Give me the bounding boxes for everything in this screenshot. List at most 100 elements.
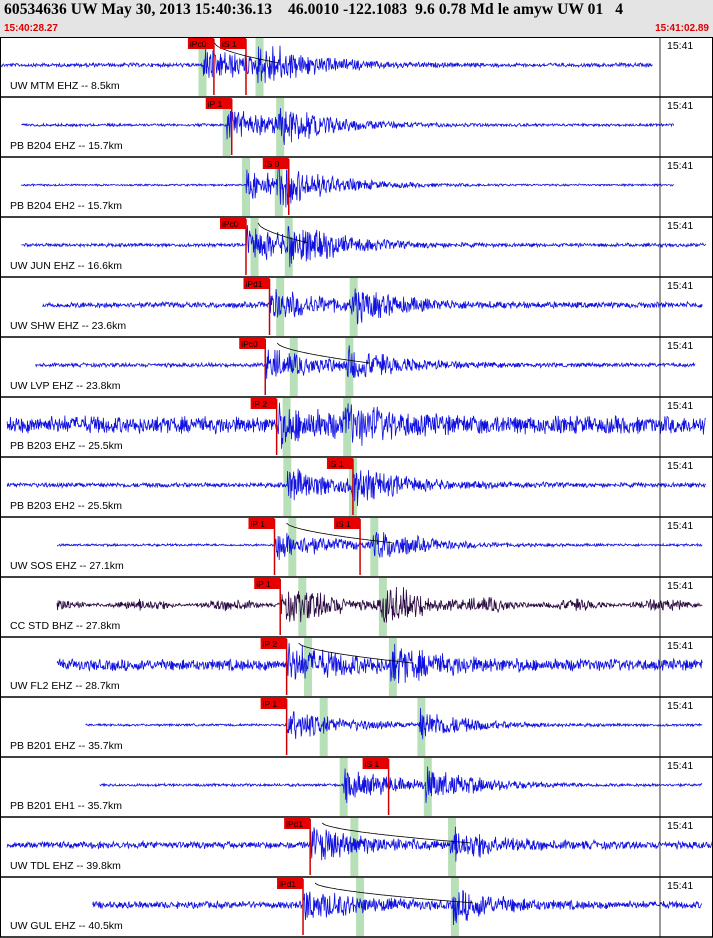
time-label: 15:41: [667, 100, 693, 112]
time-label: 15:41: [667, 520, 693, 532]
p-window: [356, 878, 365, 936]
pick-label: iS 0: [265, 159, 280, 169]
time-label: 15:41: [667, 700, 693, 712]
pick-box[interactable]: [248, 518, 275, 529]
pick-box[interactable]: [219, 38, 246, 49]
waveform: [92, 890, 703, 926]
trace-panel[interactable]: iP 1 PB B204 EHZ -- 15.7km 15:41: [0, 97, 713, 158]
p-window: [298, 578, 307, 636]
station-label: PB B201 EH1 -- 35.7km: [10, 800, 122, 812]
station-label: PB B203 EH2 -- 25.5km: [10, 500, 122, 512]
pick-box[interactable]: [250, 398, 277, 409]
coda-curve: [314, 882, 474, 904]
pick-box[interactable]: [243, 278, 270, 289]
waveform: [21, 225, 706, 268]
waveform: [6, 468, 706, 507]
s-window: [343, 398, 352, 456]
trace-panel[interactable]: iPc0 UW JUN EHZ -- 16.6km 15:41: [0, 217, 713, 278]
waveform: [42, 288, 703, 325]
waveform: [6, 402, 706, 449]
station-label: PB B204 EHZ -- 15.7km: [10, 140, 123, 152]
pick-box[interactable]: [326, 458, 353, 469]
pick-label: iPc0: [222, 219, 239, 229]
waveform: [6, 826, 713, 862]
waveform: [85, 707, 703, 740]
pick-box[interactable]: [219, 218, 246, 229]
pick-box[interactable]: [205, 98, 232, 109]
waveform: [99, 766, 703, 804]
pick-box[interactable]: [260, 698, 287, 709]
s-window: [274, 158, 283, 216]
pick-label: iPd1: [246, 279, 263, 289]
station-label: PB B201 EHZ -- 35.7km: [10, 740, 123, 752]
pick-label: iPd1: [286, 819, 303, 829]
pick-box[interactable]: [239, 338, 266, 349]
trace-panel[interactable]: iS 1 PB B201 EH1 -- 35.7km 15:41: [0, 757, 713, 818]
p-window: [276, 278, 285, 336]
trace-panel[interactable]: iP 1 CC STD BHZ -- 27.8km 15:41: [0, 577, 713, 638]
end-time: 15:41:02.89: [655, 23, 709, 34]
pick-label: iP 1: [251, 519, 266, 529]
pick-box[interactable]: [187, 38, 214, 49]
station-label: UW FL2 EHZ -- 28.7km: [10, 680, 120, 692]
pick-label: iS 1: [222, 39, 237, 49]
trace-panel[interactable]: iP 1 PB B201 EHZ -- 35.7km 15:41: [0, 697, 713, 758]
waveform: [0, 45, 653, 84]
station-label: PB B204 EH2 -- 15.7km: [10, 200, 122, 212]
time-label: 15:41: [667, 580, 693, 592]
pick-box[interactable]: [262, 158, 289, 169]
trace-panels[interactable]: iPc0 iS 1 UW MTM EHZ -- 8.5km 15:41 iP 1 PB B…: [0, 37, 713, 938]
pick-label: iP 2: [263, 639, 278, 649]
start-time: 15:40:28.27: [4, 23, 58, 34]
coda-curve: [276, 342, 370, 364]
pick-label: iPd1: [279, 879, 296, 889]
pick-box[interactable]: [254, 578, 281, 589]
pick-label: iPc0: [190, 39, 207, 49]
time-label: 15:41: [667, 340, 693, 352]
time-label: 15:41: [667, 40, 693, 52]
station-label: UW MTM EHZ -- 8.5km: [10, 80, 120, 92]
trace-panel[interactable]: iPc0 UW LVP EHZ -- 23.8km 15:41: [0, 337, 713, 398]
time-label: 15:41: [667, 400, 693, 412]
waveform: [57, 532, 703, 561]
pick-box[interactable]: [334, 518, 361, 529]
time-label: 15:41: [667, 640, 693, 652]
coda-curve: [298, 642, 413, 664]
waveform: [21, 107, 675, 146]
time-label: 15:41: [667, 460, 693, 472]
coda-curve: [257, 222, 309, 244]
time-label: 15:41: [667, 760, 693, 772]
s-window: [423, 758, 432, 816]
waveform: [35, 345, 696, 379]
trace-panel[interactable]: iPd1 UW TDL EHZ -- 39.8km 15:41: [0, 817, 713, 878]
waveform: [21, 163, 674, 208]
time-label: 15:41: [667, 160, 693, 172]
event-title: 60534636 UW May 30, 2013 15:40:36.13 46.…: [4, 1, 624, 18]
event-header: 60534636 UW May 30, 2013 15:40:36.13 46.…: [0, 0, 713, 38]
pick-label: iP 1: [263, 699, 278, 709]
trace-panel[interactable]: iPd1 UW GUL EHZ -- 40.5km 15:41: [0, 877, 713, 938]
s-window: [284, 218, 293, 276]
trace-panel[interactable]: iS 0 PB B204 EH2 -- 15.7km 15:41: [0, 157, 713, 218]
pick-box[interactable]: [260, 638, 287, 649]
trace-panel[interactable]: iPd1 UW SHW EHZ -- 23.6km 15:41: [0, 277, 713, 338]
coda-curve: [321, 822, 471, 844]
pick-box[interactable]: [362, 758, 389, 769]
pick-label: iP 1: [208, 99, 223, 109]
coda-curve: [286, 522, 393, 544]
trace-panel[interactable]: iP 2 PB B203 EHZ -- 25.5km 15:41: [0, 397, 713, 458]
s-window: [345, 338, 354, 396]
pick-box[interactable]: [277, 878, 304, 889]
pick-label: iS 1: [336, 519, 351, 529]
pick-box[interactable]: [284, 818, 311, 829]
pick-label: iS 1: [329, 459, 344, 469]
trace-panel[interactable]: iP 2 UW FL2 EHZ -- 28.7km 15:41: [0, 637, 713, 698]
time-label: 15:41: [667, 280, 693, 292]
p-window: [198, 38, 207, 96]
station-label: UW JUN EHZ -- 16.6km: [10, 260, 122, 272]
pick-label: iP 1: [256, 579, 271, 589]
trace-panel[interactable]: iS 1 PB B203 EH2 -- 25.5km 15:41: [0, 457, 713, 518]
trace-panel[interactable]: iP 1 iS 1 UW SOS EHZ -- 27.1km 15:41: [0, 517, 713, 578]
waveform: [56, 586, 703, 623]
trace-panel[interactable]: iPc0 iS 1 UW MTM EHZ -- 8.5km 15:41: [0, 37, 713, 98]
